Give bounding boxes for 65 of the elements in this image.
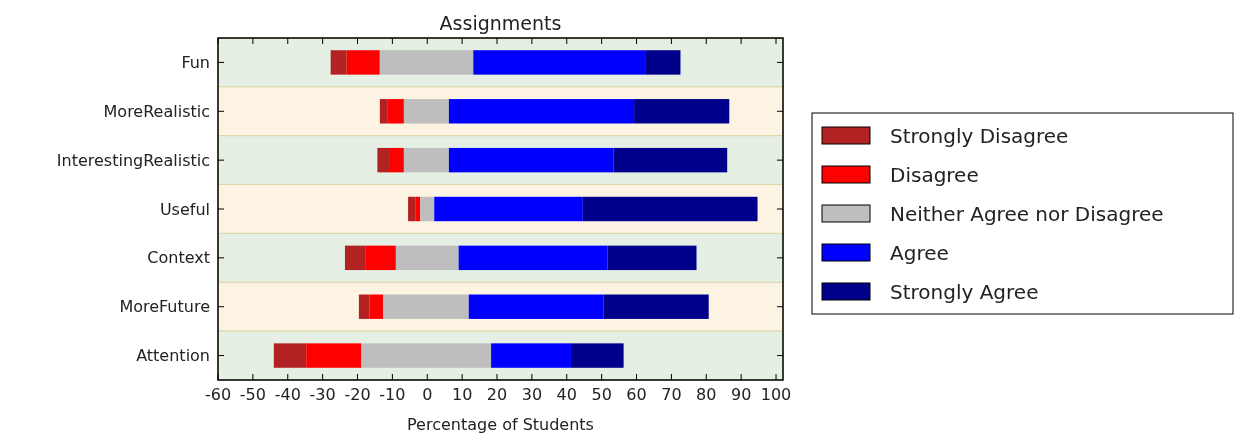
x-tick-label: 40 — [556, 385, 577, 404]
bar — [468, 294, 604, 319]
bar — [379, 99, 388, 124]
bar — [346, 50, 380, 75]
y-tick-label: Fun — [181, 53, 210, 73]
legend-label: Strongly Disagree — [890, 124, 1069, 148]
bar — [645, 50, 681, 75]
bar — [395, 245, 459, 271]
bar — [361, 343, 492, 368]
x-tick-label: -20 — [344, 385, 371, 404]
bar — [473, 50, 646, 75]
bar — [379, 50, 474, 75]
x-tick-label: 30 — [521, 385, 543, 404]
x-tick-label: -40 — [274, 385, 301, 404]
bar — [582, 196, 758, 222]
bar — [448, 99, 635, 124]
x-tick-label: -60 — [204, 385, 232, 404]
bar — [344, 245, 366, 271]
bar — [389, 147, 404, 173]
chart-title: Assignments — [439, 12, 562, 34]
bar — [607, 245, 697, 271]
bar — [403, 99, 449, 124]
bar — [634, 99, 730, 124]
x-tick-label: 90 — [730, 385, 752, 404]
bar — [383, 294, 469, 319]
x-tick-label: 10 — [451, 385, 473, 404]
y-tick-label: Useful — [159, 199, 210, 219]
x-axis-title: Percentage of Students — [407, 415, 594, 434]
bar — [491, 343, 571, 368]
bar — [358, 294, 370, 319]
bar — [387, 99, 404, 124]
bar — [603, 294, 709, 319]
x-tick-label: 80 — [696, 385, 717, 404]
x-tick-label: -10 — [379, 385, 406, 404]
bar — [403, 147, 449, 173]
bar — [273, 343, 307, 368]
x-tick-label: -30 — [309, 385, 336, 404]
x-tick-label: 70 — [661, 385, 682, 404]
bar — [330, 50, 347, 75]
y-tick-label: MoreFuture — [119, 297, 210, 317]
legend-label: Agree — [890, 241, 949, 265]
x-tick-label: -50 — [239, 385, 266, 404]
bar — [434, 196, 583, 222]
x-tick-label: 20 — [486, 385, 508, 404]
bar — [365, 245, 396, 271]
x-tick-label: 50 — [591, 385, 612, 404]
legend-label: Disagree — [890, 163, 979, 187]
bar — [458, 245, 608, 271]
y-tick-label: MoreRealistic — [103, 101, 210, 121]
x-tick-label: 0 — [422, 385, 433, 404]
legend-label: Strongly Agree — [890, 280, 1039, 304]
bar — [613, 147, 728, 173]
y-tick-label: InterestingRealistic — [56, 150, 210, 170]
x-tick-label: 60 — [626, 385, 647, 404]
bar — [377, 147, 390, 173]
bar — [369, 294, 384, 319]
bar — [420, 196, 435, 222]
bar — [306, 343, 362, 368]
bar — [448, 147, 614, 173]
y-tick-label: Attention — [136, 346, 210, 366]
legend-label: Neither Agree nor Disagree — [890, 202, 1164, 226]
bar — [570, 343, 624, 368]
y-tick-label: Context — [147, 248, 210, 268]
x-tick-label: 100 — [760, 385, 792, 404]
bar — [408, 196, 416, 222]
